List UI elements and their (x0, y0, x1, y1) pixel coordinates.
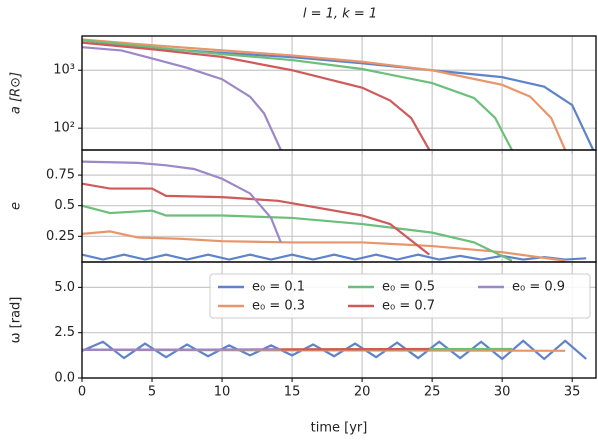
y-tick-label: 2.5 (54, 325, 75, 340)
series-line (82, 230, 566, 262)
series-line (82, 339, 587, 361)
series-line (82, 348, 281, 352)
y-tick-label: 10³ (53, 63, 75, 78)
y-tick-label: 10² (53, 121, 75, 136)
legend-label: e₀ = 0.1 (252, 280, 305, 295)
series-line (82, 253, 587, 261)
lines (82, 339, 587, 361)
legend-label: e₀ = 0.9 (512, 280, 565, 295)
x-tick-label: 0 (78, 385, 86, 400)
series-line (82, 39, 513, 150)
x-axis-label: time [yr] (311, 421, 368, 436)
y-tick-label: 5.0 (54, 280, 75, 295)
legend-box (209, 273, 591, 319)
chart-title: l = 1, k = 1 (303, 7, 377, 22)
lines (82, 38, 595, 150)
y-axis-label: ω [rad] (9, 297, 24, 344)
y-tick-label: 0.75 (46, 168, 75, 183)
series-line (82, 160, 282, 243)
series-line (82, 46, 282, 150)
series-line (82, 182, 431, 256)
plot-frame (81, 261, 597, 379)
x-tick-label: 5 (148, 385, 156, 400)
plot-clip-group (82, 160, 587, 262)
plot-clip-group (82, 339, 587, 361)
x-tick-label: 20 (354, 385, 371, 400)
series-line (82, 38, 567, 150)
y-axis-label: a [R⊙] (9, 72, 24, 114)
y-axis-label: e (9, 202, 24, 210)
y-tick-label: 0.0 (54, 371, 75, 386)
series-line (82, 39, 595, 150)
legend-label: e₀ = 0.5 (382, 280, 435, 295)
x-tick-label: 30 (494, 385, 511, 400)
x-tick-label: 15 (284, 385, 301, 400)
legend-label: e₀ = 0.7 (382, 299, 435, 314)
series-line (82, 41, 431, 150)
y-tick-label: 0.25 (46, 229, 75, 244)
x-tick-label: 25 (424, 385, 441, 400)
legend-label: e₀ = 0.3 (252, 299, 305, 314)
lines (82, 160, 587, 262)
plot-clip-group (82, 38, 595, 150)
x-tick-label: 10 (214, 385, 231, 400)
series-line (82, 204, 513, 262)
x-tick-label: 35 (564, 385, 581, 400)
y-tick-label: 0.5 (54, 198, 75, 213)
